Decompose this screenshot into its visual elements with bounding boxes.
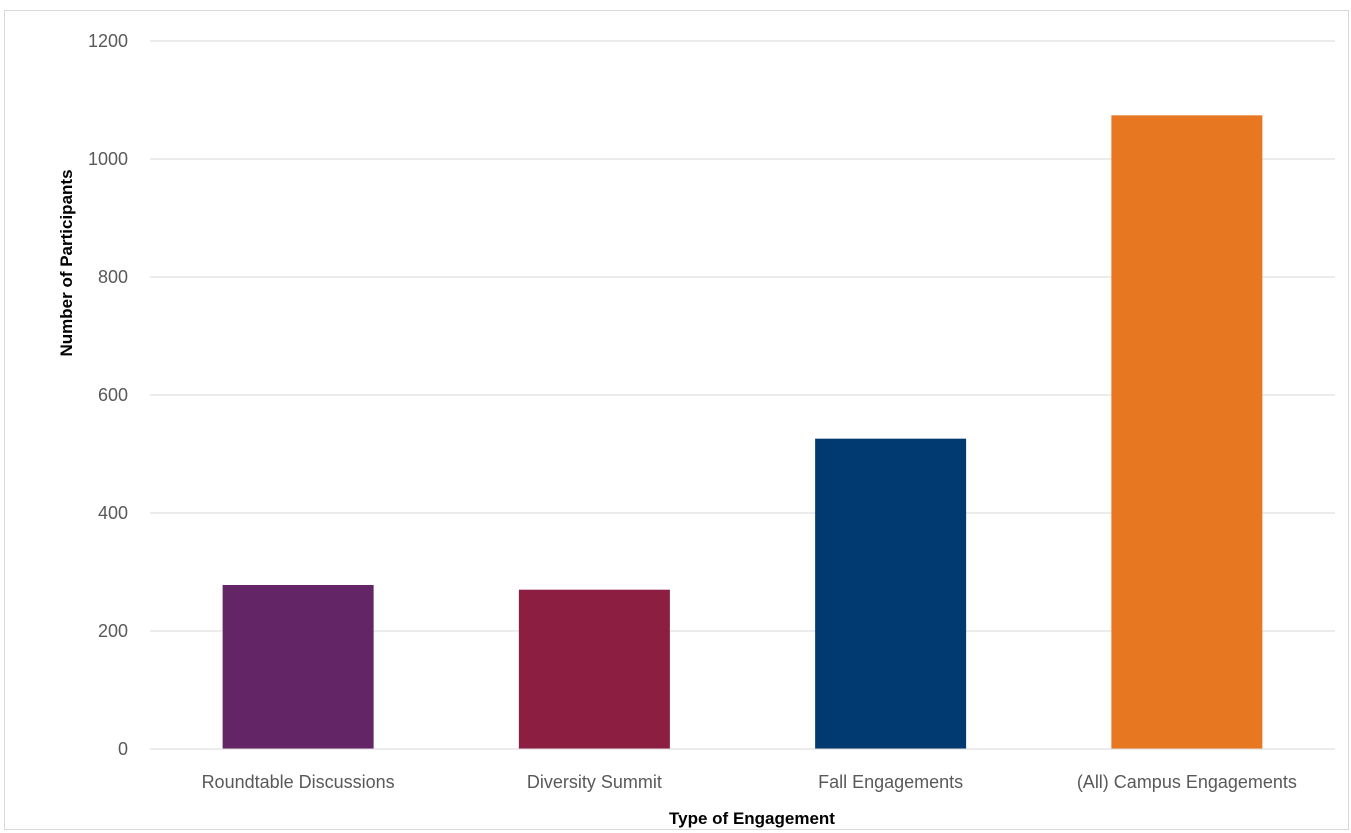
y-tick-label: 0: [118, 739, 128, 759]
y-tick-label: 800: [98, 267, 128, 287]
x-tick-label: Fall Engagements: [818, 772, 963, 792]
x-axis-title: Type of Engagement: [669, 809, 835, 828]
x-tick-label: Diversity Summit: [527, 772, 662, 792]
bar: [815, 438, 967, 749]
x-tick-label: (All) Campus Engagements: [1077, 772, 1297, 792]
y-tick-label: 400: [98, 503, 128, 523]
y-tick-label: 1000: [88, 149, 128, 169]
y-tick-label: 200: [98, 621, 128, 641]
y-axis-tick-labels: 0 200 400 600 800 1000 1200: [88, 31, 128, 759]
x-axis-tick-labels: Roundtable Discussions Diversity Summit Fa…: [202, 772, 1297, 792]
y-axis-title: Number of Participants: [57, 169, 76, 356]
y-tick-label: 600: [98, 385, 128, 405]
bar: [222, 584, 374, 749]
bars: [222, 115, 1263, 750]
bar: [1111, 115, 1263, 750]
bar: [518, 589, 670, 749]
y-tick-label: 1200: [88, 31, 128, 51]
x-tick-label: Roundtable Discussions: [202, 772, 395, 792]
